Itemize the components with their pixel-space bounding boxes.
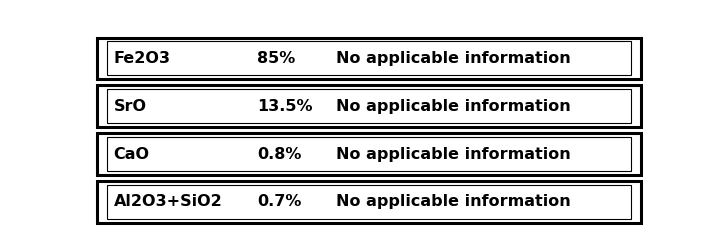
- Text: SrO: SrO: [114, 99, 146, 114]
- FancyBboxPatch shape: [96, 85, 642, 127]
- FancyBboxPatch shape: [96, 38, 642, 79]
- Text: 0.7%: 0.7%: [258, 194, 302, 209]
- Text: No applicable information: No applicable information: [336, 99, 570, 114]
- Text: 0.8%: 0.8%: [258, 146, 302, 162]
- Text: Fe2O3: Fe2O3: [114, 51, 171, 66]
- Text: Al2O3+SiO2: Al2O3+SiO2: [114, 194, 222, 209]
- FancyBboxPatch shape: [96, 181, 642, 223]
- Text: 13.5%: 13.5%: [258, 99, 313, 114]
- Text: No applicable information: No applicable information: [336, 146, 570, 162]
- FancyBboxPatch shape: [96, 133, 642, 175]
- Text: CaO: CaO: [114, 146, 150, 162]
- Text: No applicable information: No applicable information: [336, 51, 570, 66]
- Text: 85%: 85%: [258, 51, 296, 66]
- Text: No applicable information: No applicable information: [336, 194, 570, 209]
